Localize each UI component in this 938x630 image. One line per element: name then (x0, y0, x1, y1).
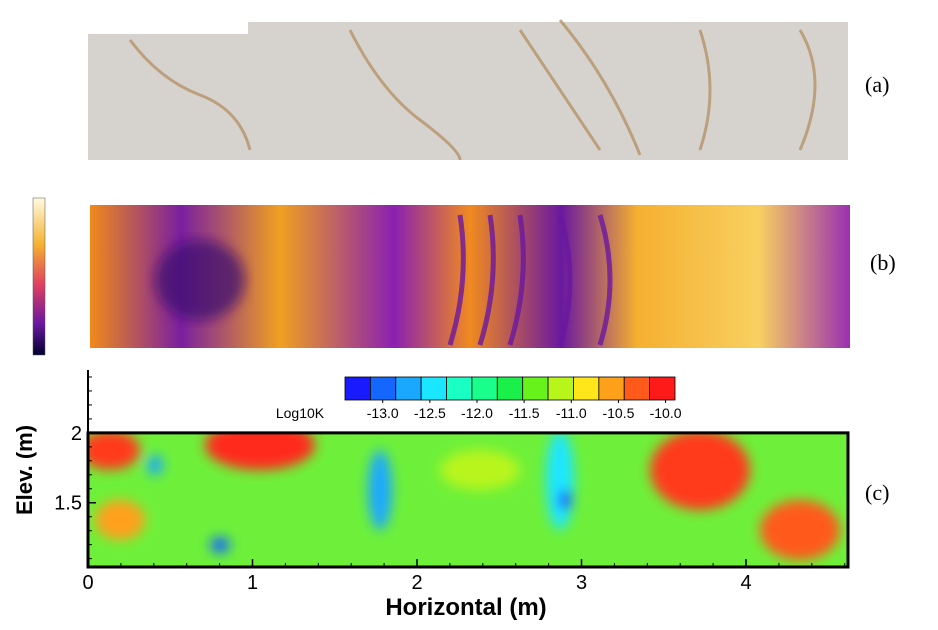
colorbar-swatch (573, 376, 600, 401)
x-axis-label: Horizontal (m) (385, 594, 546, 621)
colorbar-swatch (598, 376, 625, 401)
x-tick-label: 3 (576, 572, 587, 594)
colorbar-swatch (420, 376, 447, 401)
panel-labels: (a) (b) (c) (865, 72, 896, 505)
colorbar-swatch (547, 376, 574, 401)
colorbar-tick-label: -11.0 (556, 405, 587, 421)
photo (88, 19, 848, 161)
y-tick-label: 1.5 (54, 493, 82, 515)
thermal-image (32, 197, 850, 356)
colorbar-swatch (395, 376, 422, 401)
field-border (86, 431, 850, 569)
colorbar-swatch (344, 376, 371, 401)
x-tick-label: 2 (411, 572, 422, 594)
colorbar-swatch (496, 376, 524, 401)
panel-label: (a) (865, 72, 889, 97)
colorbar-label: Log10K (276, 405, 325, 421)
colorbar-swatch (471, 376, 498, 401)
colorbar-swatch (649, 376, 676, 401)
colorbar-tick-label: -12.5 (414, 405, 446, 421)
colorbar-swatch (623, 376, 651, 401)
y-axis-label: Elev. (m) (12, 425, 37, 515)
thermal-colorbar (32, 197, 46, 356)
colorbar-tick-label: -10.0 (650, 405, 682, 421)
colorbar-swatch (369, 376, 397, 401)
colorbar-tick-label: -10.5 (602, 405, 634, 421)
x-tick-label: 1 (247, 572, 258, 594)
conductivity-field (88, 433, 848, 567)
panel-label: (c) (865, 480, 889, 505)
x-tick-label: 4 (740, 572, 751, 594)
colorbar-tick-label: -13.0 (367, 405, 399, 421)
colorbar-swatch (446, 376, 473, 401)
panel-label: (b) (870, 250, 896, 275)
y-tick-label: 2 (71, 423, 82, 445)
colorbar-tick-label: -12.0 (461, 405, 493, 421)
colorbar-swatch (522, 376, 549, 401)
x-tick-label: 0 (82, 572, 93, 594)
colorbar-tick-label: -11.5 (509, 405, 540, 421)
